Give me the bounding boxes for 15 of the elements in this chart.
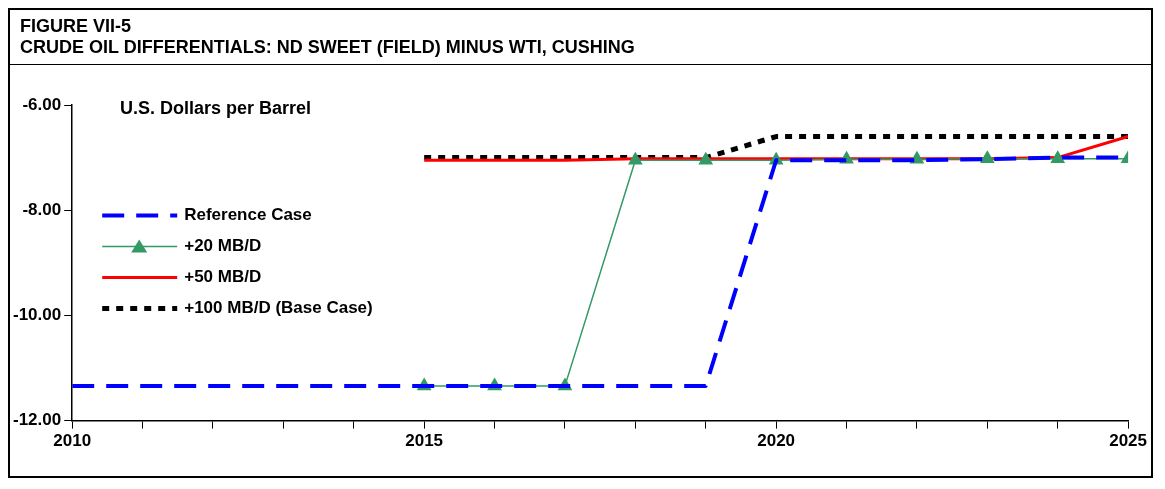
chart-subtitle: CRUDE OIL DIFFERENTIALS: ND SWEET (FIELD) MINUS WTI, CUSHING [20,37,636,59]
y-tick-label: -8.00 [22,199,62,219]
x-tick-label: 2025 [1109,431,1147,451]
y-tick-label: -12.00 [13,410,62,430]
y-axis-title: U.S. Dollars per Barrel [120,98,312,119]
x-tick-label: 2015 [405,431,444,451]
x-tick-label: 2020 [757,431,796,451]
legend-label: +20 MB/D [184,236,262,256]
y-tick-label: -6.00 [22,94,62,114]
x-tick-label: 2010 [53,431,92,451]
legend-label: +100 MB/D (Base Case) [184,298,373,318]
chart-title: FIGURE VII-5 [20,16,132,37]
legend-label: Reference Case [184,205,312,225]
legend-label: +50 MB/D [184,267,262,287]
y-tick-label: -10.00 [13,305,62,325]
